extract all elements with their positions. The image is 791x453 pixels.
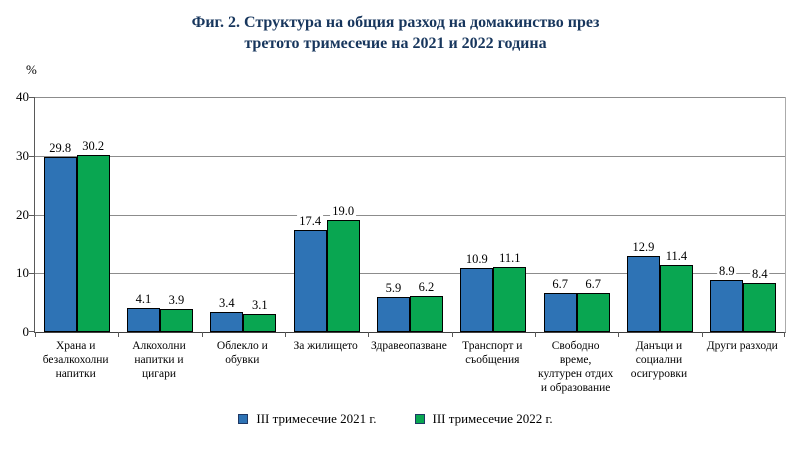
bar-group-8: 12.9 11.4	[618, 97, 701, 332]
bar-value-label: 29.8	[47, 140, 74, 155]
x-tick-1	[118, 332, 120, 337]
chart-title-line1: Фиг. 2. Структура на общия разход на дом…	[191, 14, 600, 31]
bar-value-label: 12.9	[630, 240, 657, 255]
gridline-40	[35, 97, 785, 98]
bar-group-9: 8.9 8.4	[702, 97, 785, 332]
chart-legend: III тримесечие 2021 г. III тримесечие 202…	[0, 411, 791, 427]
y-axis-label-10: 10	[16, 265, 29, 281]
y-axis-label-30: 30	[16, 147, 29, 163]
bar-2021-cat7: 6.7	[543, 276, 577, 332]
y-tick-20	[29, 214, 35, 216]
bar-value-label: 3.1	[250, 297, 270, 312]
y-tick-10	[29, 273, 35, 275]
bar-value-label: 19.0	[330, 204, 357, 219]
y-axis-label-40: 40	[16, 89, 29, 104]
bar-group-5: 5.9 6.2	[368, 97, 451, 332]
bar-group-6: 10.9 11.1	[452, 97, 535, 332]
bar-2022-cat4: 19.0	[326, 204, 360, 332]
bar-value-label: 8.9	[716, 263, 737, 278]
bar-2022-cat5: 6.2	[409, 279, 443, 332]
bar-2021-cat8: 12.9	[626, 240, 660, 332]
chart-title: Фиг. 2. Структура на общия разход на дом…	[0, 12, 791, 54]
bar-value-label: 8.4	[749, 266, 770, 281]
bar-2022-cat3: 3.1	[243, 297, 277, 332]
bar-2022-cat7: 6.7	[576, 276, 610, 332]
category-label-5: Здравеопазване	[371, 340, 447, 352]
bar-2021-cat3: 3.4	[210, 296, 244, 332]
y-axis-label-0: 0	[22, 324, 30, 339]
y-tick-30	[29, 155, 35, 157]
category-label-6: Транспорт и съобщения	[462, 340, 523, 366]
bar-group-4: 17.4 19.0	[285, 97, 368, 332]
bar-value-label: 6.7	[550, 276, 570, 291]
bar-group-1: 29.8 30.2	[35, 97, 118, 332]
bar-value-label: 30.2	[80, 138, 107, 153]
plot-area: 29.8 30.2 4.1 3.9 3.4 3.1 17.4 19.0 5.9 6.2 10.9 11…	[16, 90, 786, 339]
legend-swatch-icon	[238, 414, 249, 424]
y-axis-label-20: 20	[16, 206, 29, 222]
bar-value-label: 3.9	[166, 293, 187, 308]
bar-group-7: 6.7 6.7	[535, 97, 618, 332]
y-tick-0	[29, 331, 35, 332]
x-tick-7	[618, 332, 620, 337]
gridline-20	[35, 214, 785, 216]
bars-layer: 29.8 30.2 4.1 3.9 3.4 3.1 17.4 19.0 5.9 6.2 10.9 11…	[35, 97, 785, 332]
gridline-10	[35, 273, 785, 275]
bar-value-label: 4.1	[133, 291, 154, 306]
bar-value-label: 6.2	[416, 279, 437, 294]
y-axis-unit-label: %	[26, 62, 37, 77]
bar-2021-cat5: 5.9	[376, 281, 410, 332]
legend-swatch-icon	[414, 414, 425, 424]
bar-2021-cat1: 29.8	[43, 140, 77, 332]
x-tick-0	[35, 332, 36, 337]
bar-2021-cat4: 17.4	[293, 213, 327, 332]
x-tick-6	[534, 332, 536, 337]
x-tick-5	[451, 332, 453, 337]
x-tick-2	[201, 332, 203, 337]
category-label-2: Алкохолни напитки и цигари	[132, 340, 186, 380]
legend-item-2022: III тримесечие 2022 г.	[414, 411, 553, 427]
bar-value-label: 11.1	[497, 250, 523, 265]
bar-value-label: 5.9	[383, 281, 404, 296]
bar-2022-cat9: 8.4	[743, 266, 777, 332]
category-label-7: Свободно време, културен отдих и образов…	[538, 340, 614, 394]
category-label-8: Данъци и социални осигуровки	[630, 340, 688, 380]
bar-2021-cat9: 8.9	[710, 263, 744, 332]
bar-value-label: 10.9	[463, 251, 490, 266]
bar-value-label: 6.7	[583, 276, 603, 291]
bar-2022-cat2: 3.9	[159, 293, 193, 332]
legend-label: III тримесечие 2022 г.	[432, 411, 553, 426]
bar-2022-cat8: 11.4	[659, 249, 693, 332]
chart-title-line2: третото тримесечие на 2021 и 2022 година	[244, 35, 547, 52]
x-tick-9	[784, 332, 785, 337]
bar-group-3: 3.4 3.1	[202, 97, 285, 332]
x-tick-4	[368, 332, 370, 337]
bar-2022-cat6: 11.1	[493, 250, 527, 332]
bar-value-label: 11.4	[663, 249, 690, 264]
bar-2021-cat6: 10.9	[460, 251, 494, 332]
category-label-3: Облекло и обувки	[216, 340, 268, 366]
bar-2021-cat2: 4.1	[126, 291, 160, 332]
legend-label: III тримесечие 2021 г.	[256, 411, 377, 426]
gridline-30	[35, 155, 785, 157]
category-label-4: За жилището	[293, 340, 358, 352]
x-tick-8	[701, 332, 703, 337]
legend-item-2021: III тримесечие 2021 г.	[238, 411, 377, 427]
x-tick-3	[284, 332, 286, 337]
y-tick-40	[29, 97, 35, 98]
bar-value-label: 3.4	[217, 296, 237, 311]
bar-2022-cat1: 30.2	[76, 138, 110, 332]
bar-group-2: 4.1 3.9	[118, 97, 201, 332]
category-label-9: Други разходи	[706, 340, 778, 352]
category-label-1: Храна и безалкохолни напитки	[42, 340, 109, 380]
category-axis-labels: Храна и безалкохолни напитки Алкохолни на…	[34, 339, 784, 395]
bar-value-label: 17.4	[297, 213, 324, 228]
